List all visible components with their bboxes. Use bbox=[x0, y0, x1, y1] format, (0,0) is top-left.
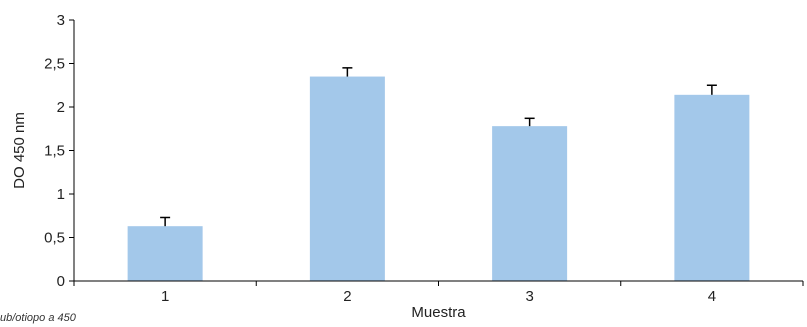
x-tick-label: 2 bbox=[343, 288, 351, 305]
bar-1 bbox=[127, 226, 203, 281]
y-ticks-group: 0 0,5 1 1,5 2 2,5 3 bbox=[44, 12, 74, 290]
x-tick-label: 3 bbox=[525, 288, 533, 305]
y-tick-label: 0,5 bbox=[44, 230, 65, 247]
bar-4 bbox=[674, 94, 750, 281]
y-tick-label: 3 bbox=[57, 12, 65, 29]
x-tick-label: 4 bbox=[708, 288, 716, 305]
footnote-text: ub/otiopo a 450 bbox=[0, 312, 76, 324]
x-axis-label: Muestra bbox=[411, 304, 466, 321]
y-axis-label: DO 450 nm bbox=[11, 112, 28, 189]
y-tick-label: 2 bbox=[57, 99, 65, 116]
y-tick-label: 1,5 bbox=[44, 143, 65, 160]
y-tick-label: 2,5 bbox=[44, 56, 65, 73]
x-ticks-group: 1 2 3 4 bbox=[73, 281, 804, 305]
error-bars-group bbox=[160, 67, 717, 227]
y-tick-label: 1 bbox=[57, 186, 65, 203]
bars-group bbox=[127, 76, 750, 281]
bar-2 bbox=[309, 76, 385, 281]
y-tick-label: 0 bbox=[57, 273, 65, 290]
bar-3 bbox=[492, 126, 568, 281]
x-tick-label: 1 bbox=[161, 288, 169, 305]
